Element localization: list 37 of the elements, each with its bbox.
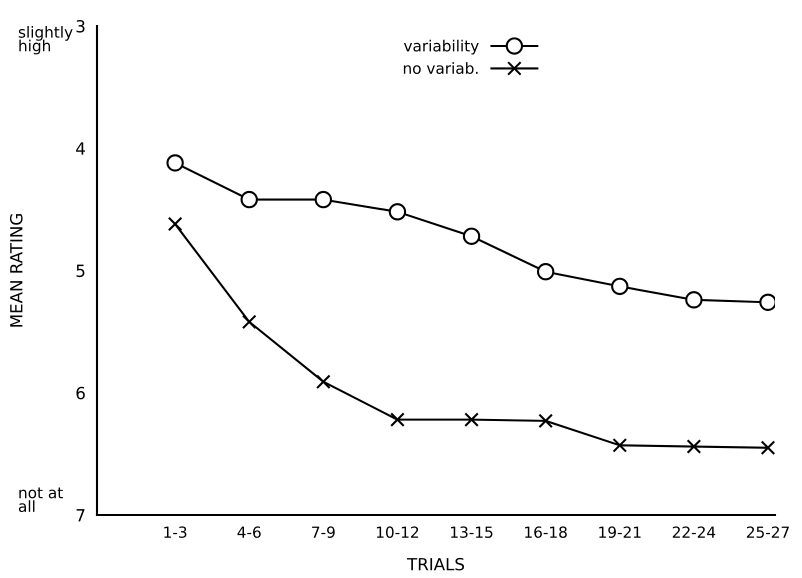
- x-tick-label: 19-21: [599, 526, 641, 538]
- x-tick-label: 1-3: [164, 526, 186, 538]
- y-tick-label: 3: [76, 20, 85, 33]
- point: [462, 228, 480, 245]
- x-tick-label: 25-27: [746, 526, 789, 538]
- point: [536, 263, 554, 280]
- point: [242, 314, 257, 330]
- point: [464, 412, 479, 427]
- point: [168, 216, 182, 232]
- y-tick-label: 6: [76, 386, 85, 400]
- point: [685, 291, 703, 309]
- point: [390, 412, 405, 427]
- point: [166, 154, 184, 172]
- x-tick-label: 13-15: [451, 526, 492, 538]
- point: [316, 374, 331, 390]
- x-tick-label: 10-12: [376, 526, 418, 538]
- x-tick-label: 22-24: [672, 526, 716, 538]
- y-tick-label: 5: [76, 264, 84, 278]
- point: [686, 439, 702, 454]
- point: [538, 414, 553, 428]
- x-tick-label: 16-18: [525, 526, 567, 538]
- point: [612, 438, 628, 453]
- text: slightly high: [18, 26, 73, 54]
- legend-label: no variab.: [404, 62, 478, 74]
- point: [314, 190, 332, 208]
- legend-label: variability: [404, 40, 479, 55]
- point: [240, 190, 258, 208]
- x-axis-title: TRIALS: [406, 558, 464, 570]
- point: [611, 278, 628, 296]
- text: not at all: [18, 487, 63, 512]
- x-tick-label: 7-9: [312, 526, 335, 538]
- y-axis-title: MEAN RATING: [10, 214, 23, 327]
- y-tick-label: 4: [76, 142, 85, 155]
- point: [760, 440, 775, 456]
- x-tick-label: 4-6: [237, 526, 261, 538]
- point: [388, 203, 406, 221]
- y-tick-label: 7: [76, 509, 84, 522]
